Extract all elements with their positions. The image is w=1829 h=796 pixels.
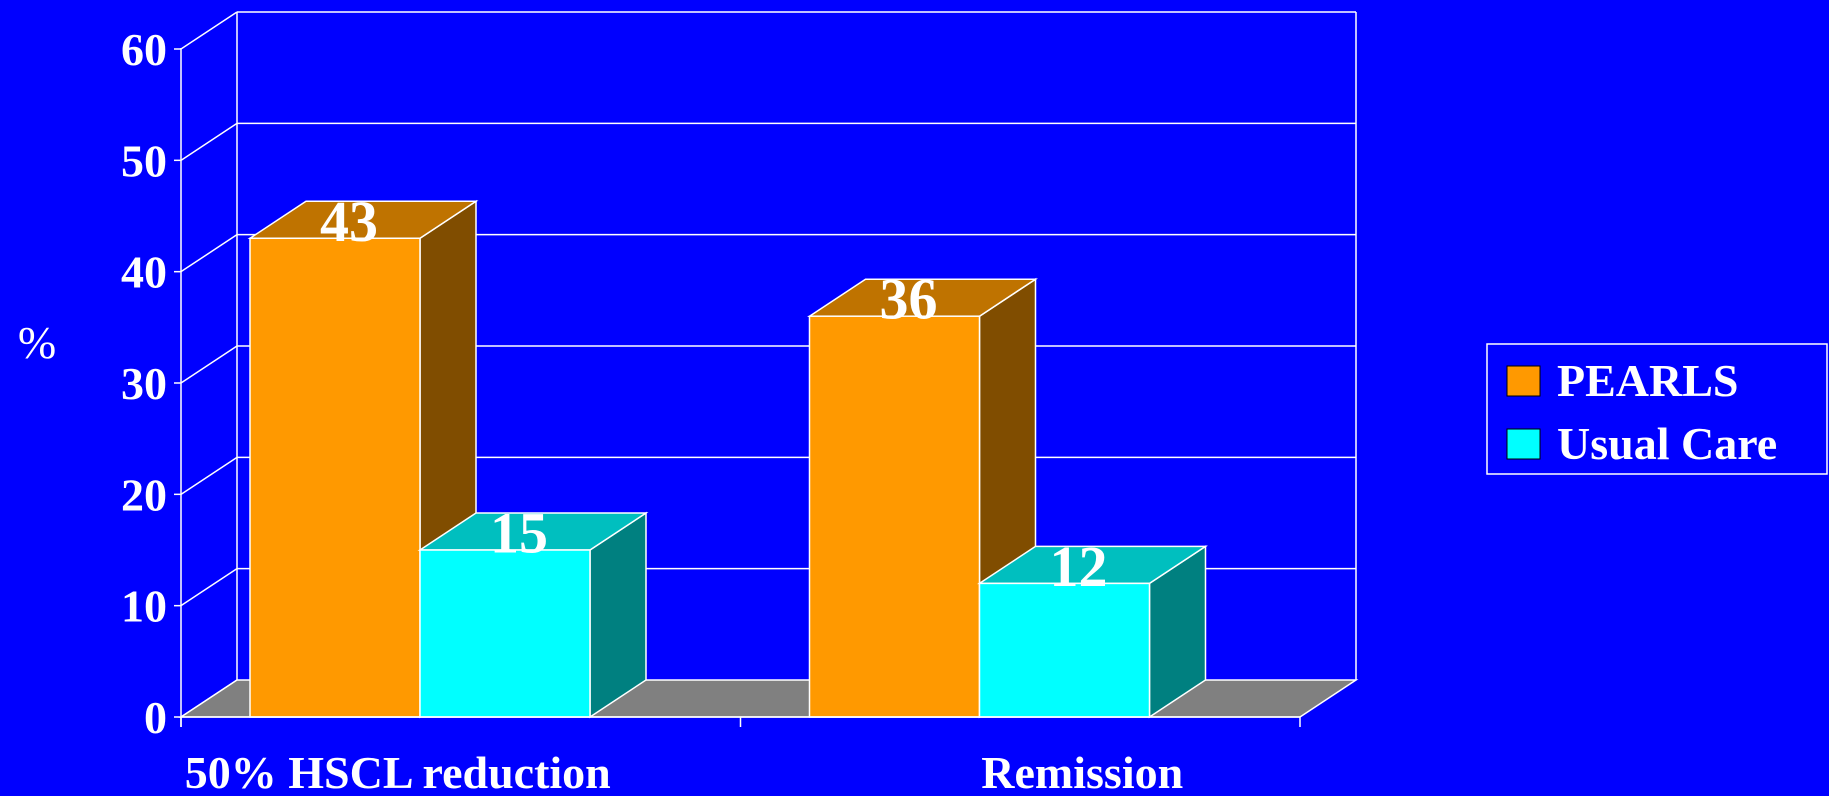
legend-swatch: [1506, 365, 1541, 397]
chart-bars: [247, 199, 1208, 719]
y-tick-label: 10: [121, 581, 167, 632]
data-label: 43: [320, 189, 378, 254]
legend: PEARLS Usual Care: [1486, 343, 1828, 475]
x-category-label: Remission: [981, 747, 1183, 791]
legend-label: Usual Care: [1557, 418, 1777, 469]
bar-front-face: [249, 237, 421, 718]
bar-usual-care-2: [977, 545, 1208, 719]
y-tick-label: 20: [121, 469, 167, 520]
bar-pearls-1: [247, 199, 479, 719]
y-tick-label: 30: [121, 358, 167, 409]
data-label: 12: [1050, 534, 1108, 599]
data-label: 36: [880, 267, 938, 332]
side-wall-line: [180, 456, 238, 495]
bar-front-face: [808, 315, 981, 718]
legend-box: [1486, 343, 1828, 475]
y-tick-label: 40: [121, 247, 167, 298]
legend-label: PEARLS: [1557, 355, 1738, 406]
data-label: 15: [490, 501, 548, 566]
x-category-label: 50% HSCL reduction: [185, 747, 611, 791]
chart-axes: 0 10 20 30 40 50 60: [121, 24, 1301, 743]
y-tick-label: 50: [121, 135, 167, 186]
y-axis-title: %: [18, 317, 56, 368]
y-tick-label: 0: [144, 692, 167, 743]
side-wall-line: [180, 345, 238, 384]
side-wall-line: [180, 568, 238, 607]
y-tick-label: 60: [121, 24, 167, 75]
bar-front-face: [419, 549, 591, 718]
bar-front-face: [978, 582, 1151, 718]
chart-labels: 43 15 36 12 50% HSCL reduction Remission%: [18, 189, 1183, 796]
legend-item: PEARLS: [1506, 355, 1738, 406]
side-wall-line: [180, 122, 238, 161]
bar-usual-care-1: [417, 511, 649, 719]
legend-item: Usual Care: [1506, 418, 1777, 469]
side-wall-line: [180, 11, 238, 50]
legend-swatch: [1506, 428, 1541, 460]
side-wall-line: [180, 234, 238, 273]
